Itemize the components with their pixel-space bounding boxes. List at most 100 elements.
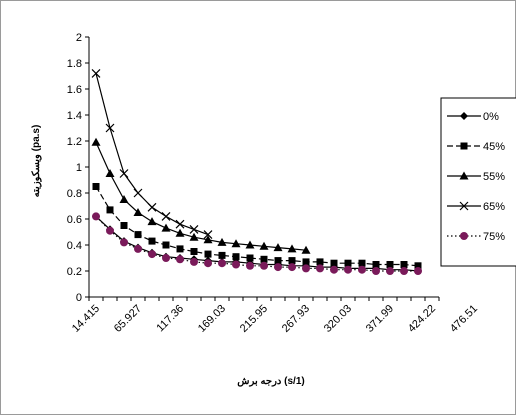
data-point [372, 261, 380, 268]
data-point [301, 245, 311, 254]
y-tick-labels: 0 0.2 0.4 0.6 0.8 1 1.2 1.4 1.6 1.8 2 [67, 32, 82, 304]
x-tick-label: 320.03 [322, 303, 354, 335]
axes [85, 36, 440, 301]
data-point [302, 258, 310, 266]
legend-marker [459, 201, 469, 211]
data-point [176, 255, 184, 264]
data-point [344, 259, 352, 267]
data-point [288, 257, 296, 265]
data-point [120, 238, 128, 247]
data-point [161, 223, 171, 232]
legend-label: 45% [483, 141, 505, 153]
x-tick-labels: 14.415 65.927 117.36 169.03 215.95 267.93 320.… [70, 303, 480, 335]
data-point [134, 244, 142, 253]
data-point [133, 188, 143, 198]
data-point [246, 254, 254, 262]
data-point [119, 195, 129, 203]
data-point [287, 244, 297, 253]
data-point [175, 219, 185, 229]
data-point [414, 262, 422, 270]
data-point [232, 253, 240, 261]
data-point [204, 259, 212, 268]
data-point [400, 261, 408, 268]
data-point [400, 267, 408, 275]
series-45pct [92, 183, 422, 270]
y-tick-label: 0.4 [67, 240, 82, 252]
data-point [147, 202, 157, 212]
x-tick-label: 14.415 [70, 303, 102, 335]
y-tick-label: 0.6 [67, 214, 82, 226]
data-point [231, 239, 241, 248]
legend-marker [460, 232, 468, 240]
data-point [232, 260, 240, 269]
data-point [92, 212, 100, 221]
data-point [372, 267, 380, 275]
legend-marker [460, 112, 468, 120]
data-point [217, 237, 227, 246]
data-point [386, 267, 394, 275]
data-point [91, 137, 101, 146]
legend-marker [459, 171, 469, 180]
data-point [189, 224, 199, 234]
data-point [190, 257, 198, 266]
series-55pct [91, 137, 311, 254]
data-point [147, 217, 157, 226]
y-tick-label: 0.8 [67, 188, 82, 200]
data-point [148, 250, 156, 259]
data-point [330, 259, 338, 267]
series-line [95, 215, 419, 272]
data-point [120, 222, 128, 229]
x-tick-label: 371.99 [364, 303, 396, 335]
data-point [274, 263, 282, 272]
y-axis-title: ویسکوزیته (pa.s) [31, 125, 42, 198]
data-point [203, 235, 213, 244]
x-tick-label: 424.22 [406, 303, 438, 335]
y-tick-label: 1 [76, 162, 82, 174]
data-point [273, 243, 283, 252]
x-tick-label: 267.93 [280, 303, 312, 335]
data-point [105, 169, 115, 177]
data-point [91, 68, 101, 78]
data-point [161, 211, 171, 221]
y-tick-label: 0.2 [67, 266, 82, 278]
legend: 0% 45% 55% 65% 75% [440, 97, 516, 267]
series-65pct [91, 68, 213, 240]
data-point [358, 259, 366, 267]
data-point [176, 245, 184, 253]
data-point [203, 230, 213, 240]
series-line [95, 215, 418, 272]
data-point [358, 265, 366, 274]
x-tick-label: 117.36 [154, 303, 186, 335]
legend-label: 0% [483, 111, 499, 123]
data-point [162, 241, 170, 249]
y-tick-label: 0 [76, 292, 82, 304]
data-point [106, 206, 114, 214]
data-point [92, 183, 100, 190]
data-point [386, 261, 394, 268]
data-point [260, 261, 268, 270]
data-point [260, 255, 268, 263]
data-point [414, 267, 422, 275]
legend-label: 65% [483, 201, 505, 213]
data-point [302, 264, 310, 273]
data-point [246, 261, 254, 270]
series-75pct [92, 212, 422, 275]
data-point [148, 237, 156, 245]
data-point [175, 228, 185, 237]
data-point [259, 241, 269, 250]
data-point [204, 250, 212, 258]
data-point [105, 123, 115, 133]
data-point [189, 232, 199, 241]
series-layer [91, 68, 422, 275]
series-line [95, 142, 307, 251]
x-tick-label: 169.03 [196, 303, 228, 335]
y-tick-label: 1.8 [67, 58, 82, 70]
y-tick-label: 1.6 [67, 84, 82, 96]
data-point [288, 263, 296, 272]
data-point [119, 169, 129, 178]
data-point [274, 257, 282, 265]
data-point [316, 264, 324, 273]
x-axis-title: درجه برش (s/1) [237, 376, 304, 387]
data-point [218, 251, 226, 259]
series-line [95, 186, 419, 267]
